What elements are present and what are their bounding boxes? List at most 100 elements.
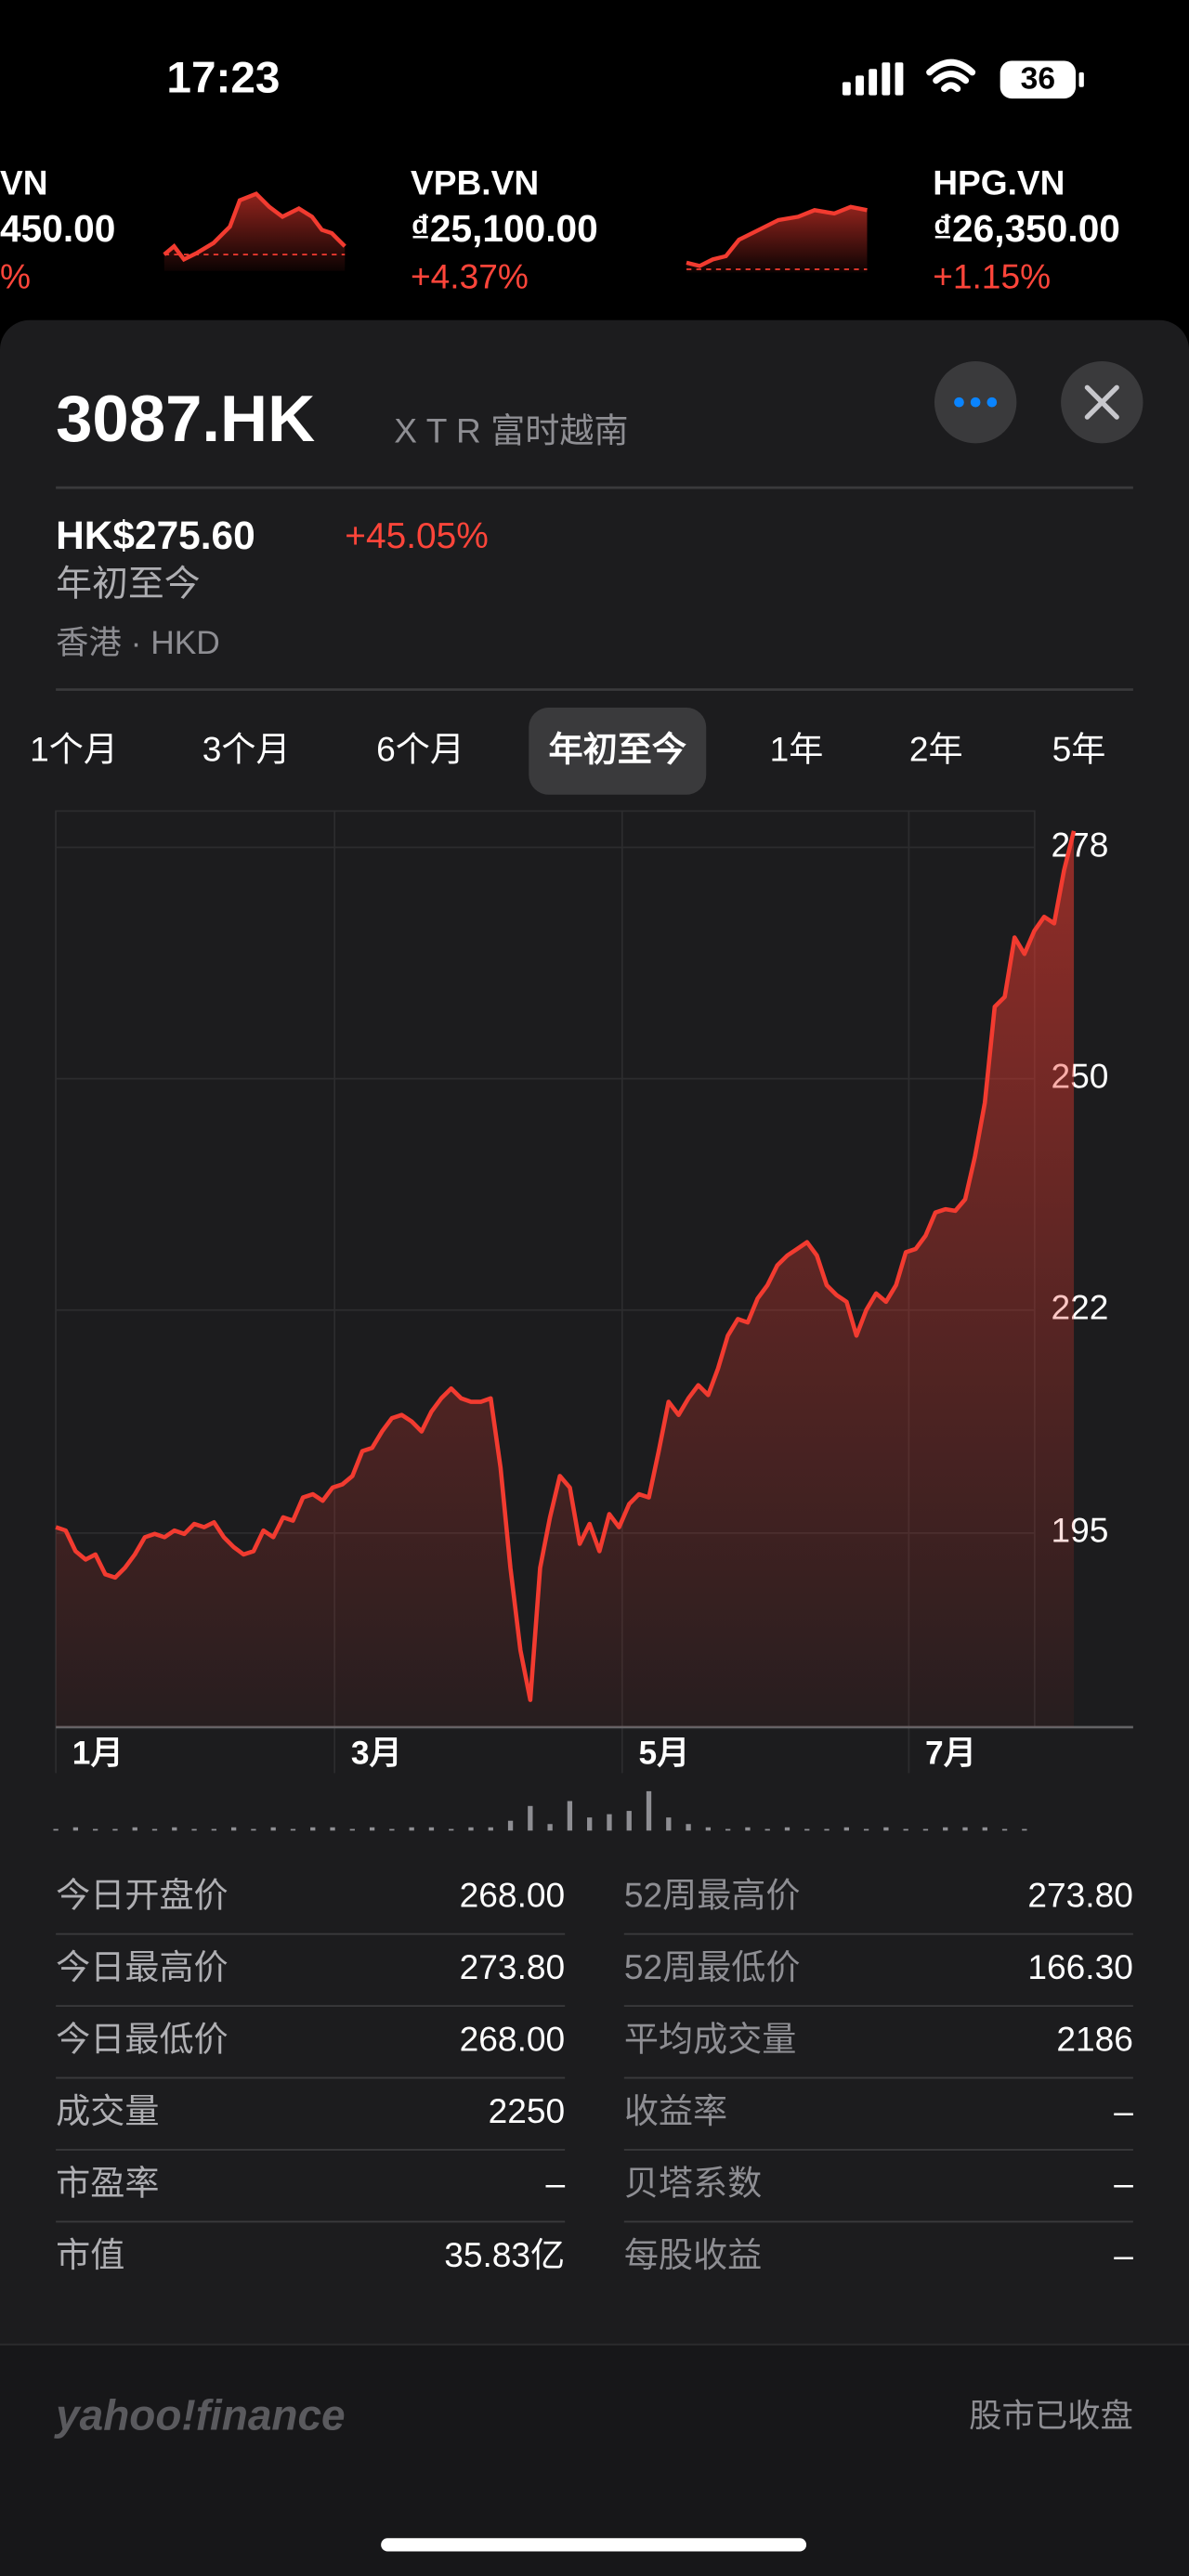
- stat-value: –: [546, 2163, 566, 2202]
- volume-bar: [863, 1828, 869, 1831]
- volume-bar: [547, 1824, 553, 1831]
- volume-bar: [468, 1827, 474, 1831]
- range-tab-label: 年初至今: [549, 730, 686, 769]
- volume-bar: [922, 1828, 929, 1831]
- x-tick-label: 1月: [72, 1735, 124, 1771]
- stat-label: 52周最高价: [624, 1876, 801, 1915]
- more-button[interactable]: [934, 360, 1017, 444]
- battery-level: 36: [1021, 62, 1055, 97]
- range-tab-label: 2年: [909, 730, 963, 769]
- stat-label: 52周最低价: [624, 1947, 801, 1986]
- sparkline-area: [163, 193, 346, 271]
- volume-bar: [369, 1827, 375, 1831]
- volume-bar: [824, 1828, 830, 1831]
- volume-bar: [626, 1811, 632, 1831]
- footer: [0, 2344, 1189, 2576]
- y-tick-label: 278: [1051, 825, 1108, 864]
- x-tick-label: 3月: [351, 1735, 402, 1771]
- stat-label: 今日最低价: [56, 2019, 229, 2058]
- stock-symbol: 3087.HK: [56, 382, 315, 455]
- volume-bar: [705, 1827, 712, 1831]
- home-indicator: [381, 2538, 807, 2552]
- stat-value: –: [1114, 2163, 1133, 2202]
- stat-label: 市盈率: [56, 2163, 159, 2202]
- ticker-symbol: VN: [0, 163, 48, 202]
- period: 年初至今: [56, 564, 201, 604]
- volume-bar: [191, 1828, 197, 1831]
- stat-label: 今日最高价: [56, 1947, 229, 1986]
- range-tab[interactable]: 5年: [1052, 730, 1106, 769]
- range-tab-label: 1年: [770, 730, 824, 769]
- volume-bar: [903, 1828, 908, 1831]
- x-tick-label: 7月: [925, 1735, 976, 1771]
- volume-bar: [528, 1805, 533, 1831]
- volume-bar: [251, 1828, 256, 1831]
- volume-bar: [449, 1828, 454, 1831]
- range-tab-label: 5年: [1052, 730, 1106, 769]
- volume-bar: [349, 1828, 355, 1831]
- stat-value: 268.00: [460, 2019, 566, 2058]
- ticker-symbol: HPG.VN: [933, 163, 1065, 202]
- volume-bar: [607, 1814, 612, 1831]
- range-tabs: 1个月 3个月 6个月 年初至今 1年 2年 5年: [30, 708, 1105, 795]
- price-change: +45.05%: [345, 516, 489, 556]
- volume-bar: [330, 1827, 335, 1831]
- volume-bar: [943, 1827, 948, 1831]
- volume-bar: [310, 1827, 316, 1831]
- stat-label: 贝塔系数: [624, 2163, 762, 2202]
- ticker[interactable]: VN 450.00 %: [0, 163, 346, 296]
- stat-value: 268.00: [460, 1876, 566, 1915]
- ticker[interactable]: VPB.VN ₫25,100.00 +4.37%: [411, 163, 598, 296]
- volume-bar: [151, 1828, 158, 1831]
- stat-value: 273.80: [1027, 1876, 1133, 1915]
- volume-bar: [507, 1820, 514, 1831]
- volume-bar: [53, 1828, 59, 1831]
- volume-bar: [843, 1827, 849, 1831]
- sparkline: [686, 204, 868, 268]
- sparkline-area: [686, 206, 868, 273]
- volume-bar: [567, 1801, 573, 1831]
- range-tab-label: 6个月: [376, 730, 464, 769]
- volume-bar: [784, 1827, 790, 1831]
- exchange: 香港 · HKD: [56, 625, 220, 661]
- signal-icon: [842, 62, 904, 96]
- clock: 17:23: [166, 53, 280, 102]
- volume-bar: [883, 1827, 889, 1831]
- volume-bar: [428, 1827, 435, 1831]
- volume-bar: [112, 1828, 118, 1831]
- range-tab[interactable]: 年初至今: [529, 708, 707, 795]
- range-tab[interactable]: 3个月: [203, 730, 291, 769]
- volume-bar: [745, 1827, 751, 1831]
- battery-icon: [1000, 60, 1077, 99]
- stat-value: –: [1114, 2235, 1133, 2274]
- stat-label: 成交量: [56, 2091, 159, 2130]
- volume-bar: [488, 1827, 493, 1831]
- stat-value: 35.83亿: [444, 2235, 565, 2274]
- range-tab[interactable]: 2年: [909, 730, 963, 769]
- range-tab[interactable]: 6个月: [376, 730, 464, 769]
- range-tab[interactable]: 1年: [770, 730, 824, 769]
- stat-label: 每股收益: [624, 2235, 762, 2274]
- stat-value: 166.30: [1027, 1947, 1133, 1986]
- ticker-price: ₫26,350.00: [933, 207, 1120, 250]
- volume-bar: [764, 1828, 770, 1831]
- price-line: [55, 830, 1077, 1702]
- ticker[interactable]: HPG.VN ₫26,350.00 +1.15%: [686, 163, 1120, 296]
- range-tab-label: 3个月: [203, 730, 291, 769]
- ticker-price: ₫25,100.00: [411, 207, 598, 250]
- volume-bar: [982, 1827, 987, 1831]
- close-button[interactable]: [1061, 360, 1143, 444]
- ticker-change: +1.15%: [933, 256, 1051, 295]
- stat-label: 今日开盘价: [56, 1876, 229, 1915]
- ticker-symbol: VPB.VN: [411, 163, 539, 202]
- stats-table: 今日开盘价 268.00 52周最高价 273.80 今日最高价 273.80 52周最低价…: [56, 1876, 1133, 2274]
- price: HK$275.60: [56, 514, 255, 557]
- detail-card: [0, 319, 1189, 2576]
- volume-bar: [962, 1827, 968, 1831]
- range-tab[interactable]: 1个月: [30, 730, 118, 769]
- range-tab-highlight: [529, 708, 707, 795]
- volume-bar: [666, 1817, 672, 1831]
- yahoo-finance-logo[interactable]: yahoo!finance: [54, 2390, 346, 2439]
